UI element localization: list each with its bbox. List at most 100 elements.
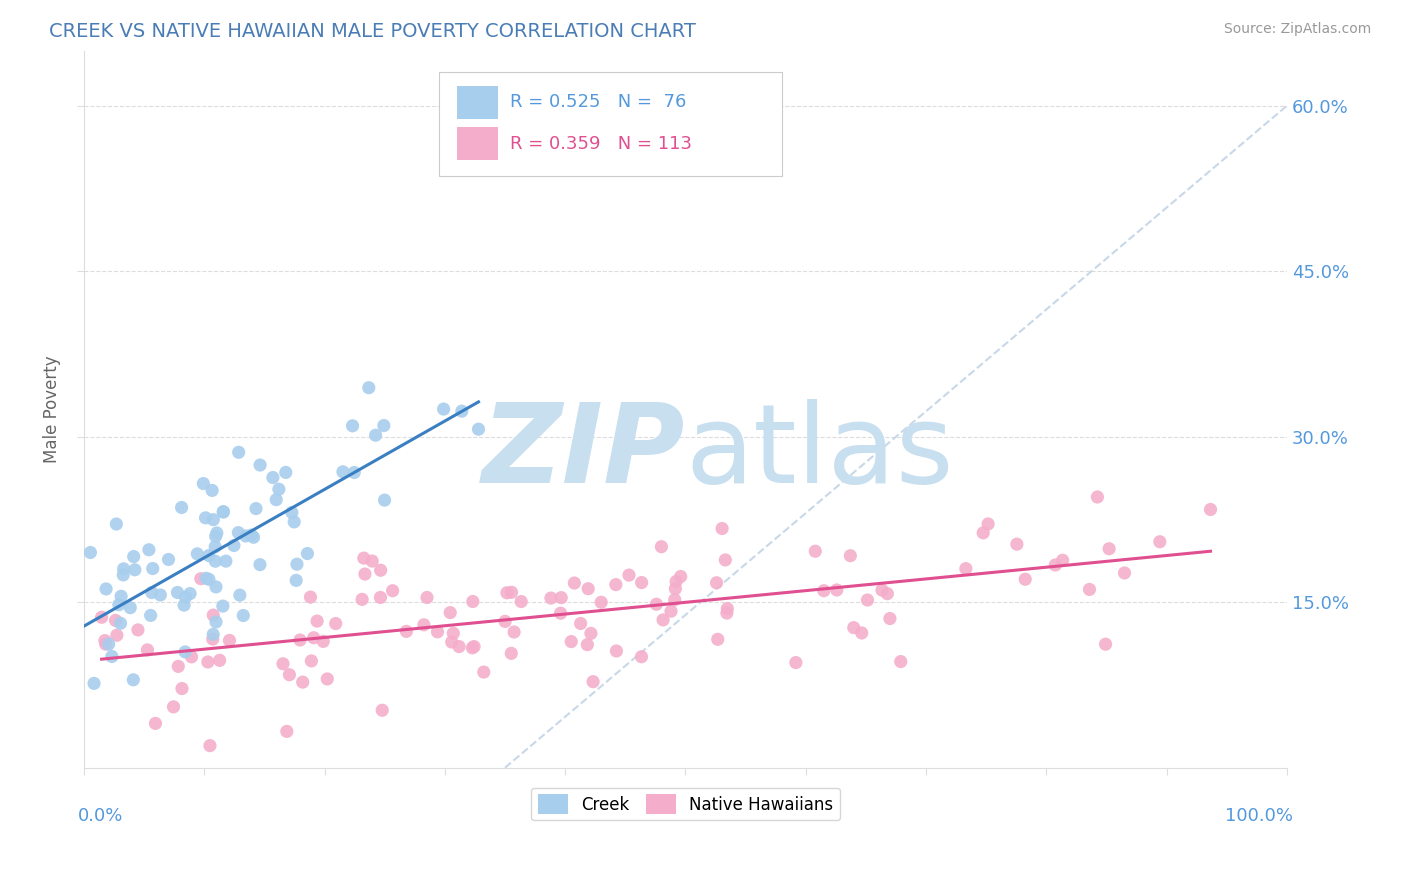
Point	[579, 626, 602, 640]
Text: R = 0.525   N =  76: R = 0.525 N = 76	[510, 94, 686, 112]
Point	[110, 589, 132, 603]
Point	[605, 644, 627, 658]
Point	[1078, 582, 1101, 597]
Point	[232, 608, 254, 623]
Point	[202, 608, 225, 623]
Point	[90, 610, 112, 624]
Point	[503, 625, 526, 640]
Point	[229, 588, 252, 602]
Point	[714, 553, 737, 567]
Point	[249, 458, 271, 472]
Point	[617, 568, 640, 582]
Point	[1005, 537, 1028, 551]
Point	[139, 608, 162, 623]
Point	[186, 547, 208, 561]
Point	[105, 516, 128, 531]
Point	[550, 591, 572, 605]
Point	[591, 595, 613, 609]
Point	[343, 466, 366, 480]
Point	[370, 591, 392, 605]
Point	[412, 617, 434, 632]
Point	[576, 582, 599, 596]
Point	[194, 511, 217, 525]
Point	[395, 624, 418, 639]
Point	[494, 615, 516, 629]
Text: CREEK VS NATIVE HAWAIIAN MALE POVERTY CORRELATION CHART: CREEK VS NATIVE HAWAIIAN MALE POVERTY CO…	[49, 22, 696, 41]
Point	[190, 572, 212, 586]
Point	[299, 654, 322, 668]
Point	[285, 558, 308, 572]
Point	[659, 604, 682, 618]
Point	[245, 501, 267, 516]
Point	[242, 530, 264, 544]
Point	[149, 588, 172, 602]
Point	[706, 632, 728, 647]
Point	[170, 500, 193, 515]
Point	[262, 470, 284, 484]
Point	[316, 672, 339, 686]
Point	[170, 681, 193, 696]
Point	[426, 624, 449, 639]
Point	[842, 621, 865, 635]
Point	[136, 643, 159, 657]
Point	[299, 590, 322, 604]
Point	[94, 582, 117, 596]
Point	[467, 422, 489, 436]
Point	[166, 585, 188, 599]
Point	[650, 540, 672, 554]
Point	[271, 657, 294, 671]
Point	[173, 598, 195, 612]
Point	[1098, 541, 1121, 556]
Point	[174, 591, 197, 605]
Point	[564, 576, 586, 591]
Point	[955, 561, 977, 575]
Point	[198, 549, 221, 563]
Point	[276, 724, 298, 739]
Text: Source: ZipAtlas.com: Source: ZipAtlas.com	[1223, 22, 1371, 37]
Point	[472, 665, 495, 679]
Point	[870, 583, 893, 598]
Point	[108, 598, 131, 612]
Point	[449, 640, 471, 654]
Point	[856, 593, 879, 607]
Point	[174, 645, 197, 659]
Point	[851, 626, 873, 640]
Point	[501, 646, 523, 660]
Point	[813, 583, 835, 598]
Point	[204, 540, 226, 554]
Point	[202, 513, 225, 527]
Point	[110, 616, 132, 631]
Point	[211, 599, 233, 613]
Point	[249, 558, 271, 572]
Point	[1045, 558, 1067, 572]
Point	[198, 572, 221, 586]
Point	[208, 653, 231, 667]
Point	[664, 592, 686, 607]
Point	[79, 545, 101, 559]
Point	[374, 493, 396, 508]
Point	[605, 577, 627, 591]
Point	[297, 547, 319, 561]
Point	[582, 674, 605, 689]
Point	[167, 659, 190, 673]
Point	[205, 525, 228, 540]
Point	[240, 528, 263, 542]
Point	[825, 582, 848, 597]
Point	[145, 716, 167, 731]
Point	[302, 631, 325, 645]
Point	[127, 623, 149, 637]
Point	[361, 554, 384, 568]
Text: ZIP: ZIP	[482, 399, 686, 506]
Point	[416, 591, 439, 605]
Point	[157, 552, 180, 566]
Point	[332, 465, 354, 479]
Point	[112, 568, 135, 582]
Point	[977, 516, 1000, 531]
Point	[716, 606, 738, 620]
Point	[228, 525, 250, 540]
Point	[711, 522, 734, 536]
Point	[342, 418, 364, 433]
Point	[285, 574, 308, 588]
Point	[204, 554, 226, 568]
Point	[235, 529, 257, 543]
